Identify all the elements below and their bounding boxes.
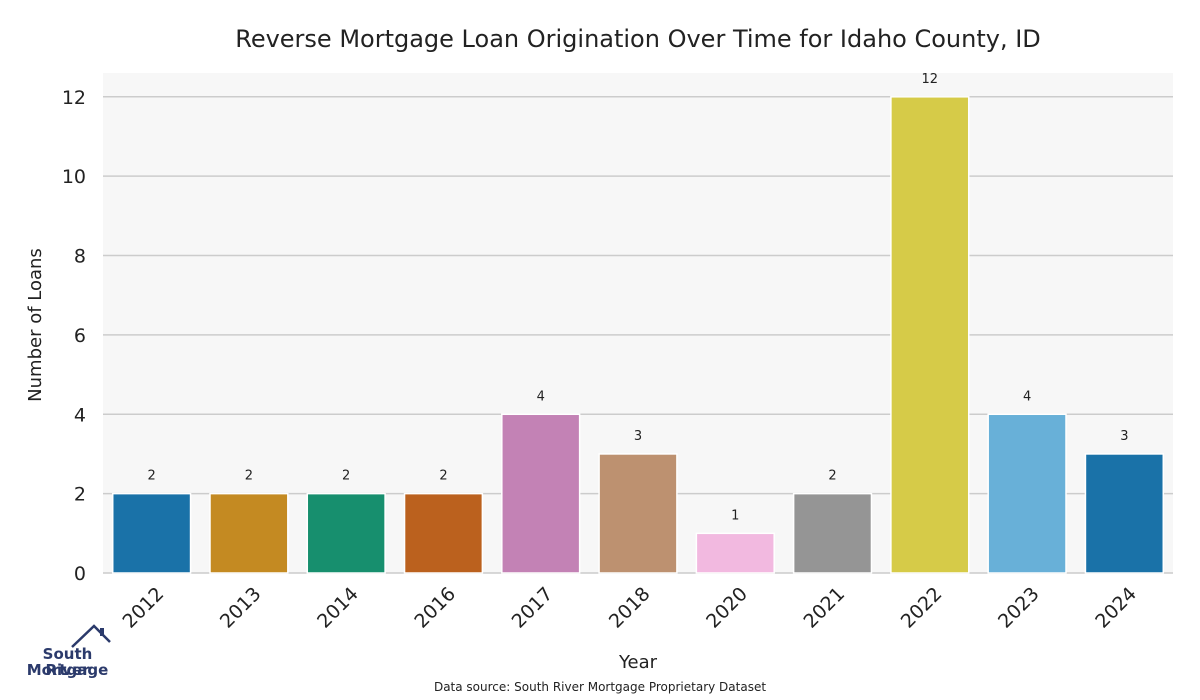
x-tick-label-2022: 2022 — [897, 583, 947, 633]
bar-2018 — [598, 453, 678, 574]
y-tick-label: 8 — [74, 246, 86, 268]
house-roof-icon — [71, 624, 111, 648]
data-label-2012: 2 — [147, 469, 155, 484]
y-tick-label: 2 — [74, 484, 86, 506]
data-label-2020: 1 — [731, 508, 739, 523]
x-axis-ticks: 2012 2013 2014 2016 2017 2018 2020 2021 2022 2023… — [119, 583, 1141, 633]
x-tick-label-2017: 2017 — [508, 583, 558, 633]
data-label-2023: 4 — [1023, 389, 1031, 404]
bar-2024 — [1084, 453, 1165, 574]
x-tick-label-2012: 2012 — [119, 583, 169, 633]
x-tick-label-2014: 2014 — [313, 583, 363, 633]
bar-2012 — [111, 492, 192, 574]
y-axis-ticks: 0 2 4 6 8 10 12 — [62, 87, 86, 585]
data-label-2013: 2 — [245, 469, 253, 484]
y-tick-label: 0 — [74, 563, 86, 585]
bar-2022 — [890, 96, 970, 574]
x-tick-label-2016: 2016 — [410, 583, 460, 633]
x-tick-label-2013: 2013 — [216, 583, 266, 633]
data-label-2024: 3 — [1120, 429, 1128, 444]
x-axis-label: Year — [618, 652, 658, 673]
logo-line-2: Mortgage — [26, 661, 109, 679]
data-source-note: Data source: South River Mortgage Propri… — [433, 680, 767, 694]
data-label-2018: 3 — [634, 429, 642, 444]
bar-2017 — [501, 413, 581, 574]
y-tick-label: 10 — [62, 166, 86, 188]
bar-2013 — [209, 492, 289, 574]
y-tick-label: 12 — [62, 87, 86, 109]
bar-2020 — [695, 532, 775, 574]
x-tick-label-2018: 2018 — [605, 583, 655, 633]
data-label-2014: 2 — [342, 469, 350, 484]
logo-line-1: South River — [42, 645, 93, 679]
data-label-2016: 2 — [439, 469, 447, 484]
bars — [111, 96, 1165, 574]
y-tick-label: 4 — [74, 404, 86, 426]
bar-2023 — [987, 413, 1067, 574]
data-label-2021: 2 — [828, 469, 836, 484]
data-label-2017: 4 — [537, 389, 545, 404]
bar-2016 — [403, 492, 484, 574]
bar-2014 — [306, 492, 386, 574]
data-label-2022: 12 — [922, 72, 939, 87]
south-river-mortgage-logo: South River Mortgage — [20, 620, 120, 682]
chart-title: Reverse Mortgage Loan Origination Over T… — [235, 25, 1041, 53]
x-tick-label-2020: 2020 — [702, 583, 752, 633]
x-tick-label-2024: 2024 — [1091, 583, 1141, 633]
y-axis-label: Number of Loans — [25, 248, 46, 402]
y-tick-label: 6 — [74, 325, 86, 347]
bar-2021 — [792, 492, 873, 574]
x-tick-label-2023: 2023 — [994, 583, 1044, 633]
x-tick-label-2021: 2021 — [799, 583, 849, 633]
